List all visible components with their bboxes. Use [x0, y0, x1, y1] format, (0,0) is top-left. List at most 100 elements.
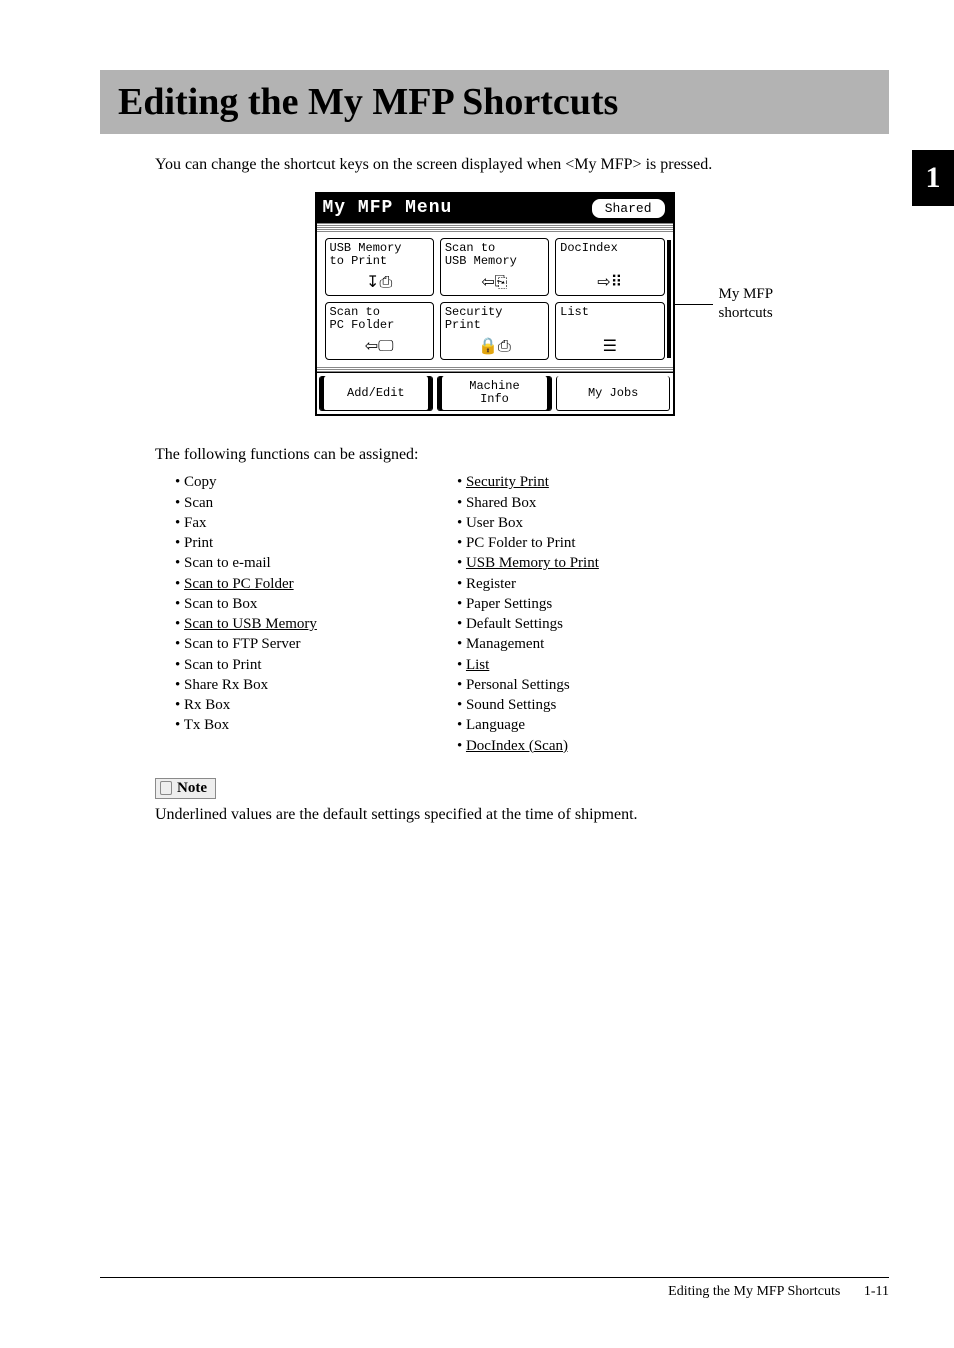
shortcut-docindex[interactable]: DocIndex ⇨⠿	[555, 238, 664, 296]
note-icon	[160, 781, 172, 795]
list-text: Management	[466, 636, 544, 652]
note-box: Note	[155, 778, 889, 801]
hatch-divider	[317, 222, 673, 232]
list-text: DocIndex (Scan)	[466, 738, 568, 754]
list-text: Scan to USB Memory	[184, 616, 317, 632]
list-item: Scan to USB Memory	[175, 614, 317, 634]
list-text: Rx Box	[184, 697, 230, 713]
list-text: Scan to Print	[184, 657, 262, 673]
page-title: Editing the My MFP Shortcuts	[118, 80, 871, 124]
list-text: List	[466, 657, 489, 673]
callout-line-icon	[675, 304, 713, 305]
list-item: Management	[457, 634, 599, 654]
list-text: Security Print	[466, 474, 549, 490]
list-icon: ☰	[560, 319, 659, 357]
functions-list: Copy Scan Fax Print Scan to e-mail Scan …	[175, 472, 889, 756]
list-text: Shared Box	[466, 495, 536, 511]
list-item: Personal Settings	[457, 675, 599, 695]
list-item: List	[457, 655, 599, 675]
list-item: User Box	[457, 513, 599, 533]
list-item: Default Settings	[457, 614, 599, 634]
list-text: Fax	[184, 515, 207, 531]
shortcut-label: Security Print	[445, 306, 544, 332]
device-screen: My MFP Menu Shared USB Memory to Print ↧…	[315, 192, 675, 416]
list-item: Tx Box	[175, 715, 317, 735]
list-item: USB Memory to Print	[457, 553, 599, 573]
usb-print-icon: ↧⎙	[330, 268, 429, 293]
shortcut-label: USB Memory to Print	[330, 242, 429, 268]
list-item: Scan	[175, 493, 317, 513]
shortcut-scan-to-pc[interactable]: Scan to PC Folder ⇦🖵	[325, 302, 434, 360]
list-text: Register	[466, 576, 516, 592]
list-item: DocIndex (Scan)	[457, 736, 599, 756]
list-item: Register	[457, 574, 599, 594]
shortcut-security-print[interactable]: Security Print 🔒⎙	[440, 302, 549, 360]
shortcut-list[interactable]: List ☰	[555, 302, 664, 360]
security-print-icon: 🔒⎙	[445, 332, 544, 357]
screen-header: My MFP Menu Shared	[317, 194, 673, 222]
page: 1 Using Common Functions Editing the My …	[0, 0, 954, 1348]
list-text: Scan to FTP Server	[184, 636, 301, 652]
callout-text: My MFP shortcuts	[719, 285, 774, 323]
list-item: Scan to Box	[175, 594, 317, 614]
list-text: Scan to PC Folder	[184, 576, 294, 592]
list-item: PC Folder to Print	[457, 533, 599, 553]
title-bar: Editing the My MFP Shortcuts	[100, 70, 889, 134]
list-text: Personal Settings	[466, 677, 570, 693]
functions-col-2: Security Print Shared Box User Box PC Fo…	[457, 472, 599, 756]
list-text: Sound Settings	[466, 697, 556, 713]
docindex-icon: ⇨⠿	[560, 255, 659, 293]
side-tab: 1 Using Common Functions	[912, 150, 954, 490]
list-item: Paper Settings	[457, 594, 599, 614]
intro-text: You can change the shortcut keys on the …	[155, 156, 889, 174]
list-text: Print	[184, 535, 213, 551]
shortcut-label: Scan to USB Memory	[445, 242, 544, 268]
add-edit-button[interactable]: Add/Edit	[319, 376, 434, 411]
list-text: PC Folder to Print	[466, 535, 576, 551]
footer-title: Editing the My MFP Shortcuts	[668, 1284, 840, 1299]
list-text: Tx Box	[184, 717, 229, 733]
list-item: Fax	[175, 513, 317, 533]
list-item: Security Print	[457, 472, 599, 492]
chapter-number: 1	[912, 150, 954, 206]
list-text: Scan	[184, 495, 213, 511]
note-label: Note	[177, 780, 207, 797]
list-item: Print	[175, 533, 317, 553]
page-footer: Editing the My MFP Shortcuts 1-11	[100, 1277, 889, 1300]
shortcut-label: DocIndex	[560, 242, 659, 255]
screenshot-row: My MFP Menu Shared USB Memory to Print ↧…	[100, 192, 889, 416]
list-text: Default Settings	[466, 616, 563, 632]
shortcut-label: List	[560, 306, 659, 319]
note-text: Underlined values are the default settin…	[155, 806, 889, 824]
machine-info-button[interactable]: Machine Info	[437, 376, 552, 411]
shortcut-label: Scan to PC Folder	[330, 306, 429, 332]
list-text: User Box	[466, 515, 523, 531]
list-item: Scan to PC Folder	[175, 574, 317, 594]
list-item: Copy	[175, 472, 317, 492]
list-item: Scan to Print	[175, 655, 317, 675]
note-tag: Note	[155, 778, 216, 799]
callout: My MFP shortcuts	[675, 285, 774, 323]
list-text: Paper Settings	[466, 596, 552, 612]
list-item: Language	[457, 715, 599, 735]
assign-intro: The following functions can be assigned:	[155, 446, 889, 464]
list-text: Language	[466, 717, 525, 733]
shortcut-scan-to-usb[interactable]: Scan to USB Memory ⇦⎘	[440, 238, 549, 296]
list-item: Scan to FTP Server	[175, 634, 317, 654]
list-text: Scan to e-mail	[184, 555, 271, 571]
list-text: Share Rx Box	[184, 677, 268, 693]
list-item: Rx Box	[175, 695, 317, 715]
functions-col-1: Copy Scan Fax Print Scan to e-mail Scan …	[175, 472, 317, 756]
list-text: USB Memory to Print	[466, 555, 599, 571]
list-text: Copy	[184, 474, 217, 490]
list-item: Shared Box	[457, 493, 599, 513]
my-jobs-button[interactable]: My Jobs	[556, 376, 671, 411]
footer-page: 1-11	[864, 1284, 889, 1299]
screen-footer: Add/Edit Machine Info My Jobs	[317, 372, 673, 414]
list-text: Scan to Box	[184, 596, 257, 612]
list-item: Scan to e-mail	[175, 553, 317, 573]
scan-pc-icon: ⇦🖵	[330, 332, 429, 357]
list-item: Sound Settings	[457, 695, 599, 715]
shortcut-usb-to-print[interactable]: USB Memory to Print ↧⎙	[325, 238, 434, 296]
shared-button[interactable]: Shared	[592, 199, 665, 218]
